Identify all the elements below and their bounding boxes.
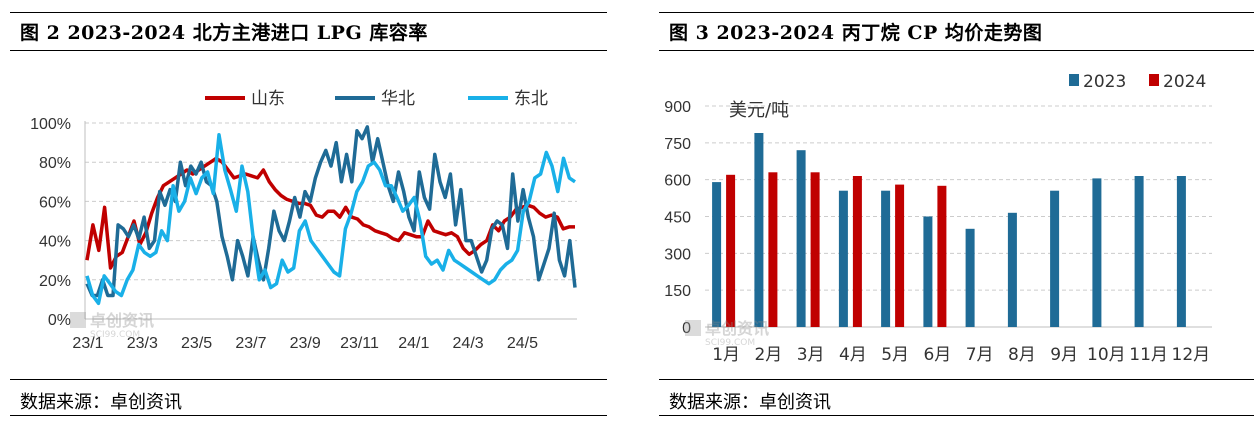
bar-2024 [768, 172, 778, 327]
y-tick-label: 60% [39, 194, 71, 211]
bar-2024 [810, 172, 820, 327]
x-tick-label: 23/7 [235, 335, 266, 352]
legend-label: 东北 [514, 89, 548, 109]
y-tick-label: 300 [664, 246, 691, 263]
title-rule [659, 50, 1254, 51]
watermark-logo-icon [685, 320, 701, 336]
bar-2023 [1134, 176, 1144, 327]
x-tick-label: 24/1 [398, 335, 429, 352]
source-rule-bottom [659, 415, 1254, 416]
bar-2024 [937, 185, 947, 327]
x-tick-label: 10月 [1087, 345, 1126, 365]
x-tick-label: 23/9 [290, 335, 321, 352]
x-tick-label: 1月 [712, 345, 740, 365]
bar-2023 [712, 182, 722, 327]
y-tick-label: 150 [664, 283, 691, 300]
x-tick-label: 24/5 [507, 335, 538, 352]
bar-2024 [852, 176, 862, 327]
legend-label: 2023 [1083, 72, 1126, 92]
source-rule-bottom [10, 415, 607, 416]
cp-price-bar-chart: 0 150 300 450 600 750 900 美元/吨 1月 2月 3月 4月 5月 6月 7月 8月 9… [664, 72, 1212, 365]
chart-title: 图 2 2023-2024 北方主港进口 LPG 库容率 [20, 22, 428, 44]
legend-label: 华北 [381, 89, 415, 109]
x-tick-label: 23/11 [340, 335, 379, 352]
bar-2023 [796, 150, 806, 327]
y-tick-label: 0% [48, 312, 71, 329]
y-tick-label: 600 [664, 173, 691, 190]
legend-swatch [1149, 74, 1159, 86]
bar-2023 [1092, 178, 1102, 327]
cp-price-chart-panel: 图 3 2023-2024 丙丁烷 CP 均价走势图 0 150 300 450 600… [649, 0, 1254, 426]
bar-2023 [754, 133, 764, 327]
x-tick-label: 5月 [881, 345, 909, 365]
inventory-chart-panel: 图 2 2023-2024 北方主港进口 LPG 库容率 0% 20% 40% 60%… [0, 0, 607, 426]
legend-label: 山东 [251, 89, 285, 109]
source-rule-top [10, 379, 607, 380]
x-tick-label: 4月 [839, 345, 867, 365]
source-note: 数据来源：卓创资讯 [669, 392, 831, 413]
watermark-brand: 卓创资讯 [90, 311, 154, 330]
bar-2023 [881, 190, 891, 327]
x-tick-label: 23/5 [181, 335, 212, 352]
top-rule [659, 12, 1254, 13]
bar-2024 [895, 184, 905, 327]
bar-2023 [838, 190, 848, 327]
x-tick-label: 23/1 [72, 335, 103, 352]
y-axis-unit-label: 美元/吨 [729, 100, 789, 121]
source-note: 数据来源：卓创资讯 [20, 392, 182, 413]
x-tick-label: 7月 [966, 345, 994, 365]
x-tick-label: 6月 [923, 345, 951, 365]
legend-swatch [1069, 74, 1079, 86]
x-tick-label: 8月 [1008, 345, 1036, 365]
bar-2023 [1007, 212, 1017, 327]
bar-2023 [1050, 190, 1060, 327]
x-tick-label: 12月 [1172, 345, 1211, 365]
y-tick-label: 750 [664, 136, 691, 153]
y-tick-label: 0 [682, 320, 691, 337]
title-rule [10, 50, 607, 51]
y-tick-label: 80% [39, 155, 71, 172]
chart-title: 图 3 2023-2024 丙丁烷 CP 均价走势图 [669, 22, 1043, 44]
bar-2024 [726, 174, 736, 327]
series-line-dongbei [85, 133, 576, 306]
y-tick-label: 40% [39, 234, 71, 251]
series-line-huabei [85, 125, 577, 298]
bar-2023 [1176, 176, 1186, 327]
x-tick-label: 24/3 [453, 335, 484, 352]
series-line-shandong [85, 156, 575, 270]
top-rule [10, 12, 607, 13]
legend-label: 2024 [1163, 72, 1206, 92]
y-tick-label: 100% [30, 116, 71, 133]
x-tick-label: 9月 [1050, 345, 1078, 365]
y-tick-label: 450 [664, 210, 691, 227]
x-tick-label: 3月 [797, 345, 825, 365]
x-tick-label: 11月 [1129, 345, 1168, 365]
x-tick-label: 23/3 [127, 335, 158, 352]
x-tick-label: 2月 [754, 345, 782, 365]
inventory-line-chart: 0% 20% 40% 60% 80% 100% 23/1 23/3 23/5 23/7 23/9 23… [30, 89, 577, 352]
watermark-site: SCI99.COM [90, 330, 140, 340]
y-tick-label: 900 [664, 99, 691, 116]
watermark-brand: 卓创资讯 [705, 319, 769, 338]
watermark-site: SCI99.COM [705, 338, 755, 348]
bar-2023 [923, 216, 933, 327]
source-rule-top [659, 379, 1254, 380]
y-tick-label: 20% [39, 273, 71, 290]
bar-2023 [965, 228, 975, 327]
watermark-logo-icon [70, 312, 86, 328]
